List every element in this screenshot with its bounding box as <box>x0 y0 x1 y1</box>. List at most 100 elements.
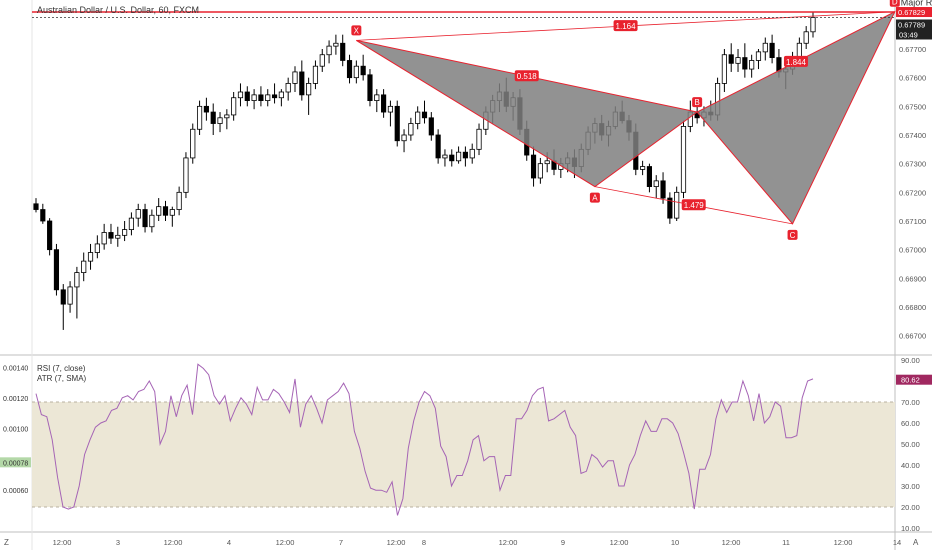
candle-body <box>755 51 762 61</box>
corner-right-label: A <box>913 538 919 547</box>
candle-body <box>401 134 407 142</box>
price-tick-label: 0.67100 <box>899 217 926 226</box>
candle-body <box>803 31 809 44</box>
candle-body <box>346 60 353 79</box>
candle-body <box>735 57 741 64</box>
candle-body <box>367 74 373 102</box>
candle-body <box>299 71 305 96</box>
candle-body <box>265 94 271 102</box>
candle-body <box>381 94 387 113</box>
candle-body <box>462 151 468 159</box>
candle-body <box>278 91 284 99</box>
candle-body <box>333 42 339 47</box>
candle-body <box>162 206 169 216</box>
candle-body <box>360 65 366 76</box>
candle-body <box>285 83 291 93</box>
candle-body <box>128 217 135 230</box>
resistance-price-tag <box>896 7 932 18</box>
candle-body <box>258 94 264 102</box>
candle-body <box>442 154 448 159</box>
candle-body <box>53 249 60 291</box>
candle-body <box>319 54 325 67</box>
pattern-point-c <box>787 229 798 240</box>
pattern-point-d <box>889 0 900 7</box>
time-tick-label: 11 <box>782 538 790 547</box>
symbol-title: Australian Dollar / U.S. Dollar, 60, FXC… <box>37 5 199 15</box>
price-tick-label: 0.67500 <box>899 102 926 111</box>
pattern-point-label: A <box>592 194 598 203</box>
candle-body <box>415 111 421 124</box>
rsi-tick-label: 60.00 <box>901 419 920 428</box>
pattern-point-label: C <box>790 231 796 240</box>
candle-body <box>224 114 230 119</box>
price-tick-label: 0.67700 <box>899 45 926 54</box>
price-tick-label: 0.66900 <box>899 274 926 283</box>
price-tick-label: 0.67200 <box>899 188 926 197</box>
candle-body <box>667 197 673 219</box>
candle-body <box>674 191 680 219</box>
last-price-tag <box>896 19 932 40</box>
price-tick-label: 0.67400 <box>899 131 926 140</box>
candle-body <box>312 65 319 84</box>
pattern-point-label: X <box>354 26 360 35</box>
candle-body <box>74 272 80 288</box>
candle-body <box>455 151 462 162</box>
price-tick-label: 0.66800 <box>899 303 926 312</box>
candle-body <box>156 206 162 216</box>
rsi-tick-label: 70.00 <box>901 398 920 407</box>
candle-body <box>353 65 359 79</box>
rsi-legend: RSI (7, close) <box>37 364 86 373</box>
candle-body <box>101 232 107 245</box>
candle-body <box>115 234 121 239</box>
candle-body <box>176 191 182 210</box>
ratio-label: 1.164 <box>616 22 637 31</box>
candle-body <box>653 180 659 188</box>
atr-tick-label: 0.00078 <box>3 460 28 467</box>
candle-body <box>142 209 148 228</box>
pattern-point-label: D <box>892 0 898 7</box>
candle-body <box>244 91 250 101</box>
candle-body <box>81 260 87 273</box>
rsi-tick-label: 10.00 <box>901 524 920 533</box>
candle-body <box>210 111 216 124</box>
candle-body <box>449 154 455 162</box>
resistance-label: Major Resistance <box>901 0 932 8</box>
candle-body <box>149 214 155 228</box>
candle-body <box>60 289 66 305</box>
time-tick-label: 3 <box>116 538 120 547</box>
ratio-label-bg <box>681 199 706 211</box>
ratio-label-bg <box>514 70 539 82</box>
time-tick-label: 12:00 <box>387 538 406 547</box>
time-tick-label: 8 <box>422 538 426 547</box>
candle-body <box>742 57 748 70</box>
rsi-tick-label: 40.00 <box>901 461 920 470</box>
price-tick-label: 0.66700 <box>899 332 926 341</box>
candle-body <box>237 91 244 99</box>
ratio-label-bg <box>613 20 638 32</box>
time-tick-label: 9 <box>561 538 565 547</box>
candle-body <box>796 42 802 58</box>
rsi-tick-label: 50.00 <box>901 440 920 449</box>
countdown-label: 03:49 <box>899 30 918 39</box>
rsi-band <box>32 402 895 507</box>
candle-body <box>374 94 380 102</box>
pattern-point-label: B <box>694 98 699 107</box>
candle-body <box>762 42 768 53</box>
indicator-pane[interactable] <box>32 401 895 508</box>
candle-body <box>810 17 816 33</box>
candle-body <box>408 123 414 136</box>
candle-body <box>33 203 39 210</box>
candle-body <box>306 83 312 96</box>
price-tick-label: 0.67789 <box>898 20 925 29</box>
candle-body <box>183 157 189 193</box>
atr-tick-label: 0.00100 <box>3 427 28 434</box>
rsi-series <box>35 363 814 516</box>
candle-body <box>428 117 434 136</box>
ratio-label: 0.518 <box>517 72 538 81</box>
time-tick-label: 12:00 <box>499 538 518 547</box>
candle-body <box>231 97 237 116</box>
candle-body <box>544 160 550 165</box>
candle-body <box>326 45 332 56</box>
